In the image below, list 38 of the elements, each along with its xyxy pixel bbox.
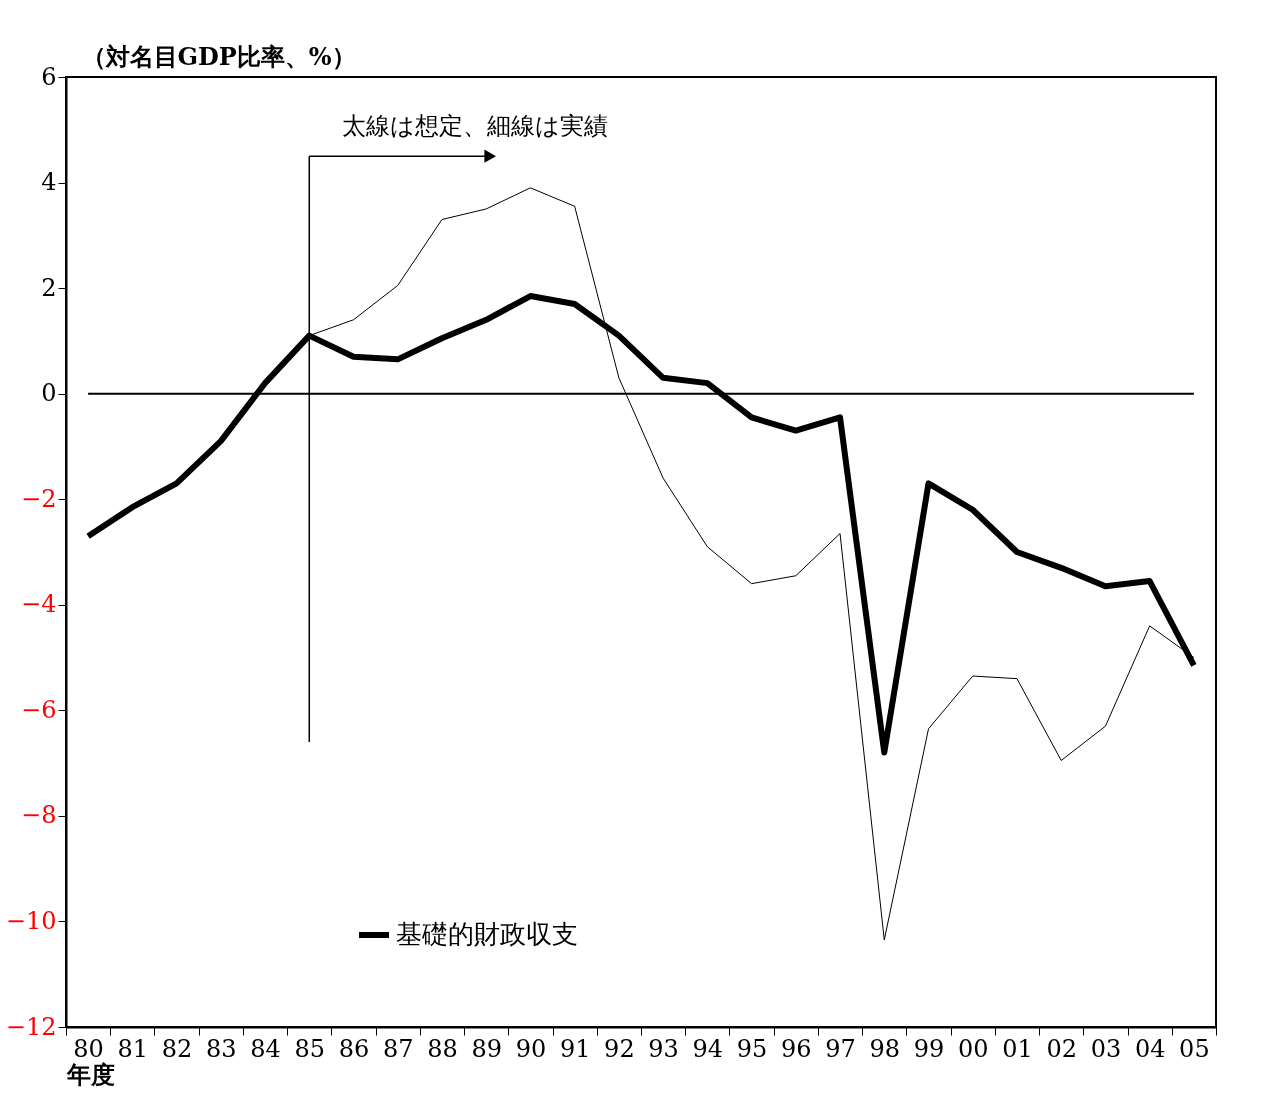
x-tick-label: 93 bbox=[648, 1034, 679, 1063]
x-tick-label: 97 bbox=[825, 1034, 856, 1063]
x-tick-label: 95 bbox=[736, 1034, 768, 1063]
x-tick-label: 92 bbox=[604, 1034, 635, 1063]
x-tick-label: 85 bbox=[294, 1034, 326, 1063]
x-tick-label: 86 bbox=[338, 1034, 370, 1063]
y-axis-title: （対名目GDP比率、%） bbox=[81, 41, 356, 71]
x-tick-label: 83 bbox=[206, 1034, 237, 1063]
x-tick-label: 01 bbox=[1002, 1034, 1033, 1063]
x-tick-label: 87 bbox=[382, 1034, 414, 1063]
x-tick-label: 05 bbox=[1179, 1034, 1210, 1063]
y-tick-label: −8 bbox=[21, 801, 57, 830]
y-tick-label: 6 bbox=[41, 62, 57, 91]
x-tick-label: 02 bbox=[1046, 1034, 1077, 1063]
x-tick-label: 03 bbox=[1090, 1034, 1122, 1063]
y-tick-label: −4 bbox=[21, 590, 57, 619]
x-tick-label: 00 bbox=[957, 1034, 989, 1063]
y-tick-label: 0 bbox=[41, 379, 57, 408]
x-tick-label: 88 bbox=[427, 1034, 458, 1063]
x-tick-label: 89 bbox=[471, 1034, 502, 1063]
y-tick-label: 2 bbox=[41, 273, 57, 302]
y-tick-label: 4 bbox=[41, 168, 57, 197]
x-tick-label: 99 bbox=[913, 1034, 945, 1063]
x-tick-label: 82 bbox=[161, 1034, 193, 1063]
x-tick-label: 84 bbox=[250, 1034, 281, 1063]
x-tick-label: 96 bbox=[781, 1034, 812, 1063]
y-tick-label: −2 bbox=[21, 484, 57, 513]
x-tick-label: 94 bbox=[692, 1034, 724, 1063]
legend-label: 基礎的財政収支 bbox=[396, 919, 578, 949]
y-tick-label: −6 bbox=[21, 695, 57, 724]
x-tick-label: 04 bbox=[1134, 1034, 1166, 1063]
x-tick-label: 90 bbox=[515, 1034, 547, 1063]
y-tick-label: −10 bbox=[5, 906, 57, 935]
x-tick-label: 98 bbox=[869, 1034, 901, 1063]
x-tick-label: 81 bbox=[117, 1034, 149, 1063]
x-tick-label: 91 bbox=[559, 1034, 591, 1063]
annotation: 太線は想定、細線は実績 bbox=[341, 112, 608, 141]
y-tick-label: −12 bbox=[5, 1012, 57, 1041]
